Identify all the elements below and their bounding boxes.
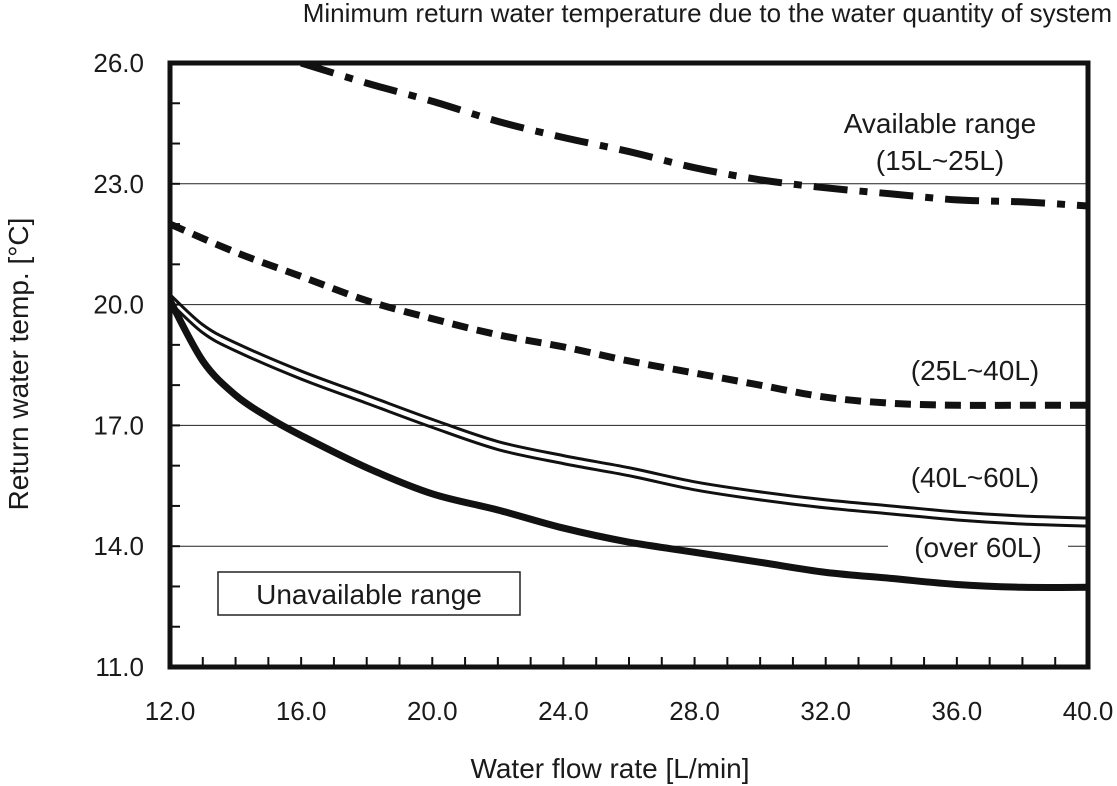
x-tick-label: 28.0 (669, 696, 720, 726)
y-tick-label: 26.0 (93, 48, 144, 78)
x-tick-label: 32.0 (800, 696, 851, 726)
x-tick-label: 36.0 (932, 696, 983, 726)
label-range-15-25: (15L~25L) (876, 145, 1004, 176)
y-tick-label: 11.0 (95, 652, 144, 682)
label-available-range: Available range (844, 108, 1037, 139)
y-tick-label: 20.0 (93, 290, 144, 320)
y-axis-label: Return water temp. [°C] (3, 218, 34, 511)
chart-title: Minimum return water temperature due to … (303, 0, 1112, 28)
y-tick-labels: 11.0 14.0 17.0 20.0 23.0 26.0 (93, 48, 144, 682)
series-layer (170, 63, 1088, 591)
series-line-25L-40L (170, 220, 1088, 409)
x-axis-label: Water flow rate [L/min] (470, 753, 749, 784)
label-over-60: (over 60L) (914, 532, 1042, 563)
plot-frame (167, 60, 1091, 670)
x-tick-label: 40.0 (1063, 696, 1114, 726)
y-tick-label: 23.0 (93, 169, 144, 199)
label-unavailable-range: Unavailable range (256, 579, 482, 610)
x-tick-labels: 12.0 16.0 20.0 24.0 28.0 32.0 36.0 40.0 (145, 696, 1114, 726)
series-line-15L-25L (300, 63, 1088, 210)
series-line-40L-60L-upper (170, 293, 1088, 520)
label-over-60-bg (888, 530, 1068, 564)
label-range-40-60: (40L~60L) (911, 462, 1039, 493)
series-line-40L-60L-lower (170, 301, 1088, 528)
unavailable-range-box (217, 571, 521, 616)
x-tick-label: 12.0 (145, 696, 196, 726)
x-tick-label: 16.0 (276, 696, 327, 726)
x-tick-label: 24.0 (538, 696, 589, 726)
x-tick-label: 20.0 (407, 696, 458, 726)
y-tick-label: 14.0 (93, 531, 144, 561)
y-tick-label: 17.0 (93, 410, 144, 440)
label-range-25-40: (25L~40L) (911, 355, 1039, 386)
series-line-over-60L (170, 298, 1088, 591)
